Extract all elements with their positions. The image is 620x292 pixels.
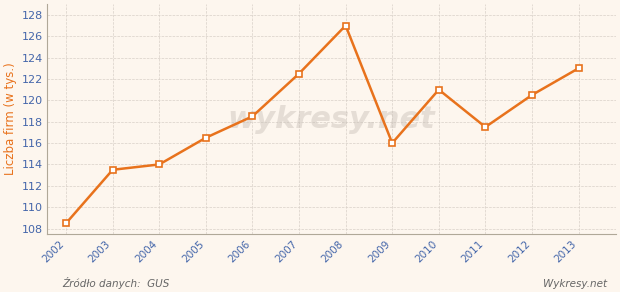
Text: Źródło danych:  GUS: Źródło danych: GUS bbox=[62, 277, 169, 289]
Y-axis label: Liczba firm (w tys.): Liczba firm (w tys.) bbox=[4, 63, 17, 175]
Text: wykresy.net: wykresy.net bbox=[228, 105, 435, 133]
Text: Wykresy.net: Wykresy.net bbox=[544, 279, 608, 289]
